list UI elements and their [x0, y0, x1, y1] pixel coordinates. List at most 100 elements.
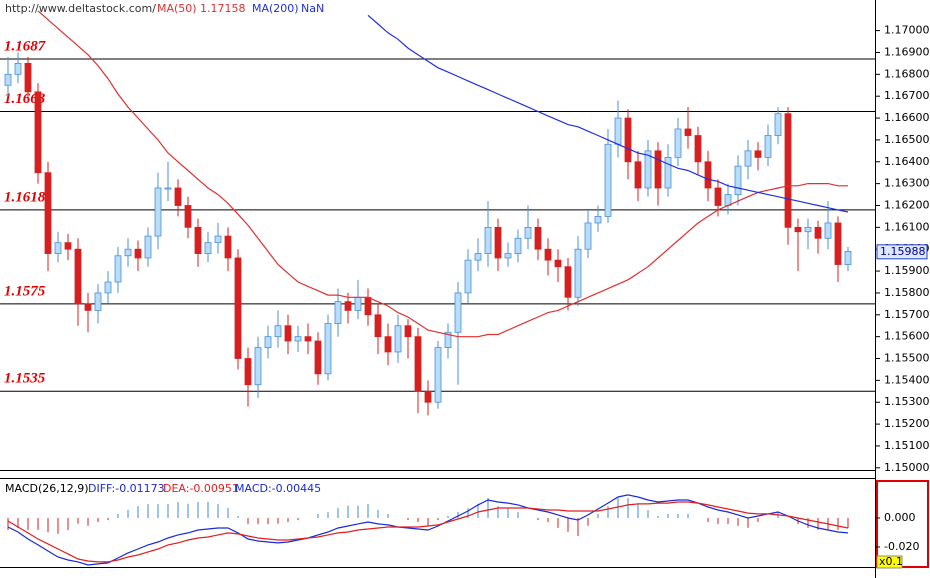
candle-body	[474, 253, 482, 261]
candle-body	[64, 242, 72, 250]
candle-body	[104, 281, 112, 294]
scale-badge	[876, 555, 903, 569]
candle-body	[434, 347, 442, 403]
candle-body	[664, 156, 672, 189]
y-tick-label: 1.16400	[884, 155, 930, 168]
candle-body	[264, 336, 272, 348]
candle-body	[634, 161, 642, 189]
legend-diff: DIFF:-0.01173	[88, 482, 165, 495]
candle-body	[784, 113, 792, 228]
candle-body	[494, 226, 502, 259]
candle-body	[824, 222, 832, 239]
candle-body	[94, 292, 102, 311]
y-tick-label: 0.000	[884, 511, 916, 524]
candle-body	[374, 314, 382, 338]
candle-body	[404, 325, 412, 338]
macd-title: MACD(26,12,9)	[5, 482, 89, 495]
legend-ma200: MA(200)	[252, 2, 299, 15]
y-tick-label: 1.15000	[884, 461, 930, 474]
candle-body	[684, 128, 692, 136]
candle-body	[444, 331, 452, 348]
price-badge	[876, 244, 928, 260]
candle-body	[184, 205, 192, 228]
level-label: 1.1687	[4, 38, 46, 54]
candle-body	[554, 259, 562, 268]
candle-body	[74, 248, 82, 305]
candle-body	[124, 248, 132, 257]
candle-body	[214, 235, 222, 244]
candle-body	[334, 301, 342, 324]
level-label: 1.1575	[4, 283, 46, 299]
candle-body	[284, 325, 292, 342]
y-tick-label: 1.16100	[884, 220, 930, 233]
candle-body	[744, 150, 752, 167]
y-tick-label: 1.15300	[884, 395, 930, 408]
y-tick-label: 1.16200	[884, 198, 930, 211]
candle-body	[304, 336, 312, 342]
candle-body	[344, 301, 352, 311]
y-tick-label: 1.16700	[884, 89, 930, 102]
candle-body	[394, 325, 402, 353]
y-tick-label: 1.15100	[884, 439, 930, 452]
y-tick-label: 1.15600	[884, 330, 930, 343]
candle-body	[224, 235, 232, 259]
candle-body	[564, 266, 572, 298]
candle-body	[54, 242, 62, 254]
candle-body	[194, 226, 202, 254]
candle-body	[594, 216, 602, 224]
candle-body	[514, 237, 522, 254]
ma-line	[367, 14, 849, 213]
candle-body	[44, 172, 52, 254]
candle-body	[204, 242, 212, 254]
level-label: 1.1618	[4, 189, 46, 205]
candle-body	[254, 347, 262, 386]
candle-body	[674, 128, 682, 158]
candle-body	[724, 194, 732, 206]
candle-body	[14, 62, 22, 75]
candle-body	[294, 336, 302, 342]
candle-body	[794, 226, 802, 233]
candle-body	[624, 117, 632, 163]
candle-body	[464, 259, 472, 294]
candle-body	[694, 135, 702, 163]
legend-dea: DEA:-0.00951	[163, 482, 239, 495]
candle-body	[114, 255, 122, 283]
y-tick-label: -0.020	[884, 540, 919, 553]
candle-body	[714, 187, 722, 206]
candle-body	[164, 187, 172, 190]
candle-body	[604, 143, 612, 217]
ma-line	[37, 10, 848, 338]
candle-body	[754, 150, 762, 158]
candle-body	[174, 187, 182, 206]
candle-body	[734, 165, 742, 195]
candle-body	[144, 235, 152, 259]
candle-body	[844, 250, 852, 265]
macd-line	[7, 494, 849, 566]
legend-macd: MACD:-0.00445	[235, 482, 321, 495]
y-tick-label: 1.16500	[884, 133, 930, 146]
candle-body	[244, 358, 252, 386]
candle-body	[154, 187, 162, 237]
candle-body	[834, 222, 842, 265]
candle-body	[134, 248, 142, 259]
y-tick-label: 1.15200	[884, 417, 930, 430]
y-tick-label: 1.15500	[884, 352, 930, 365]
scale-label: x0.1	[879, 555, 903, 568]
candle-body	[484, 226, 492, 254]
y-tick-label: 1.15800	[884, 286, 930, 299]
candle-body	[324, 323, 332, 375]
candle-body	[424, 390, 432, 403]
level-label: 1.1535	[4, 371, 46, 387]
legend-ma50-value: 1.17158	[200, 2, 246, 15]
candle-body	[774, 113, 782, 136]
legend-ma50: MA(50)	[157, 2, 197, 15]
source-url: http://www.deltastock.com/	[5, 2, 156, 15]
candle-body	[704, 161, 712, 189]
candle-body	[364, 296, 372, 316]
y-tick-label: 1.16800	[884, 67, 930, 80]
candle-body	[544, 248, 552, 261]
candle-body	[24, 62, 32, 93]
candle-body	[614, 117, 622, 145]
candle-body	[234, 257, 242, 359]
